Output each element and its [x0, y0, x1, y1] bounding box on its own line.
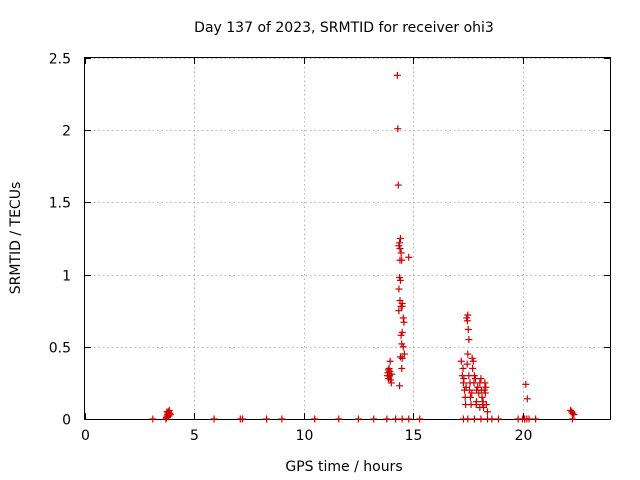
data-point — [388, 370, 396, 378]
data-point — [335, 415, 343, 423]
data-point — [396, 382, 404, 390]
data-point — [463, 317, 471, 325]
data-point — [494, 415, 502, 423]
y-tick-label: 0 — [62, 413, 71, 429]
data-point — [384, 366, 392, 374]
y-tick-label: 1.5 — [49, 196, 71, 212]
data-point — [469, 357, 477, 365]
y-axis-label: SRMTID / TECUs — [8, 182, 24, 295]
data-point — [396, 276, 404, 284]
data-point — [416, 415, 424, 423]
x-tick-label: 15 — [405, 428, 423, 444]
data-point — [488, 415, 496, 423]
data-points — [149, 71, 578, 423]
data-point — [470, 415, 478, 423]
data-point — [457, 357, 465, 365]
grid — [85, 58, 610, 419]
data-point — [484, 408, 491, 416]
x-tick-label: 20 — [515, 428, 533, 444]
data-point — [522, 380, 530, 388]
data-point — [163, 408, 171, 416]
data-point — [400, 318, 408, 326]
data-point — [477, 415, 485, 423]
data-point — [400, 350, 408, 358]
data-point — [523, 395, 531, 403]
data-point — [398, 364, 406, 372]
data-point — [383, 415, 391, 423]
data-point — [464, 415, 472, 423]
data-point — [472, 401, 480, 409]
y-tick-label: 2 — [62, 124, 71, 140]
data-point — [263, 415, 271, 423]
data-point — [396, 235, 404, 242]
y-tick-label: 2.5 — [49, 52, 71, 68]
data-point — [149, 415, 157, 423]
data-point — [397, 249, 405, 257]
data-point — [570, 411, 578, 419]
data-point — [239, 415, 246, 423]
data-point — [462, 383, 470, 391]
data-point — [525, 415, 533, 423]
data-point — [405, 415, 413, 423]
data-point — [311, 415, 319, 423]
x-tick-label: 0 — [81, 428, 90, 444]
data-point — [459, 364, 467, 372]
data-point — [399, 314, 407, 322]
data-point — [392, 415, 400, 423]
x-tick-label: 5 — [190, 428, 199, 444]
data-point — [477, 375, 485, 383]
y-tick-label: 1 — [62, 269, 71, 285]
data-point — [398, 415, 406, 423]
data-point — [394, 181, 402, 189]
data-point — [464, 325, 472, 333]
data-point — [469, 364, 477, 372]
data-point — [395, 285, 403, 293]
data-point — [568, 415, 576, 423]
data-point — [210, 415, 218, 423]
data-point — [396, 256, 404, 264]
data-point — [470, 379, 478, 387]
axis-ticks: 0 5 10 15 20 0 0.5 1 1.5 2 2.5 — [49, 52, 610, 444]
plot-frame — [84, 57, 611, 420]
data-point — [165, 412, 173, 420]
chart-title: Day 137 of 2023, SRMTID for receiver ohi… — [194, 20, 494, 36]
data-point — [370, 415, 378, 423]
x-axis-label: GPS time / hours — [285, 459, 402, 475]
data-point — [468, 389, 476, 397]
data-point — [396, 353, 404, 361]
data-point — [397, 331, 405, 339]
data-point — [482, 383, 490, 391]
data-point — [278, 415, 286, 423]
data-point — [395, 307, 403, 315]
data-point — [354, 415, 362, 423]
data-point — [387, 379, 395, 387]
data-point — [532, 415, 540, 423]
x-tick-label: 10 — [296, 428, 314, 444]
data-point — [396, 245, 404, 253]
data-point — [399, 343, 407, 351]
data-point — [463, 360, 471, 368]
data-point — [466, 393, 474, 401]
y-tick-label: 0.5 — [49, 341, 71, 357]
data-point — [476, 403, 484, 411]
data-point — [481, 379, 489, 387]
data-point — [386, 357, 394, 365]
data-point — [478, 393, 486, 401]
data-point — [465, 336, 473, 344]
data-point — [464, 350, 472, 358]
data-point — [394, 125, 402, 133]
data-point — [460, 375, 468, 383]
data-point — [474, 383, 482, 391]
data-point — [405, 253, 413, 261]
data-point — [393, 71, 401, 79]
data-point — [398, 299, 406, 307]
